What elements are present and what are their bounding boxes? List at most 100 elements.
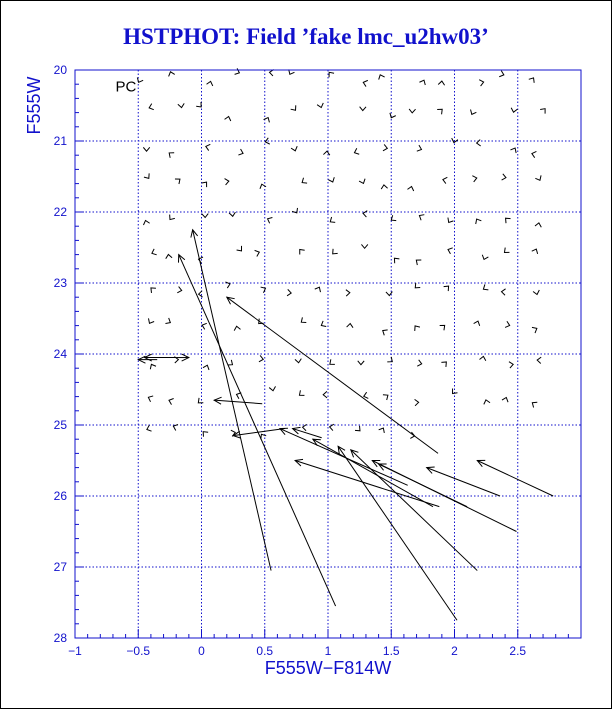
shift-vector: [337, 445, 458, 621]
shift-vector: [190, 228, 272, 571]
y-tick-label: 21: [54, 134, 68, 148]
field-glyph: [387, 356, 393, 363]
field-glyph: [393, 257, 400, 264]
field-glyph: [354, 425, 361, 432]
field-glyph: [201, 181, 208, 188]
field-glyph: [268, 386, 276, 392]
field-glyph: [263, 116, 270, 123]
x-tick-label: 0: [198, 644, 205, 658]
field-glyph: [363, 391, 369, 399]
y-tick-label: 28: [54, 631, 68, 645]
field-glyph: [510, 107, 518, 113]
field-glyph: [266, 217, 273, 224]
y-tick-label: 22: [54, 205, 68, 219]
field-glyph: [362, 210, 368, 218]
field-glyph: [225, 281, 231, 289]
field-glyph: [149, 363, 157, 370]
field-glyph: [286, 289, 292, 297]
field-glyph: [168, 398, 174, 405]
field-glyph: [470, 109, 477, 116]
shift-vector: [425, 466, 501, 497]
field-glyph: [437, 108, 443, 115]
field-glyph: [147, 395, 154, 403]
field-glyph: [504, 320, 511, 328]
field-glyph: [382, 329, 388, 336]
field-glyph: [357, 360, 365, 366]
field-glyph: [478, 79, 485, 87]
field-glyph: [416, 144, 423, 152]
field-glyph: [540, 108, 546, 114]
field-glyph: [224, 115, 232, 122]
field-glyph: [483, 399, 491, 405]
x-tick-label: 2.5: [509, 644, 526, 658]
field-glyph: [332, 248, 338, 255]
x-tick-label: −1: [68, 644, 82, 658]
field-glyph: [150, 287, 156, 293]
field-glyph: [414, 325, 421, 331]
shift-vector: [311, 438, 434, 508]
field-glyph: [314, 286, 321, 293]
field-glyph: [528, 77, 535, 83]
field-glyph: [531, 326, 538, 334]
shift-vector: [213, 396, 263, 405]
field-glyph: [531, 401, 538, 408]
field-glyph: [408, 108, 416, 114]
field-glyph: [151, 248, 157, 256]
field-glyph: [447, 247, 453, 255]
field-glyph: [291, 207, 298, 214]
field-glyph: [316, 102, 324, 109]
y-tick-label: 25: [54, 418, 68, 432]
field-glyph: [328, 71, 335, 78]
field-glyph: [294, 358, 302, 364]
field-glyph: [414, 398, 420, 407]
field-glyph: [136, 77, 144, 83]
field-glyph: [345, 289, 351, 297]
field-glyph: [142, 147, 151, 152]
field-glyph: [290, 105, 297, 111]
field-glyph: [148, 318, 155, 324]
field-glyph: [407, 185, 415, 192]
field-glyph: [346, 322, 354, 328]
field-glyph: [362, 79, 369, 87]
field-glyph: [505, 217, 511, 224]
field-glyph: [359, 106, 367, 112]
field-glyph: [143, 219, 150, 226]
shift-vector: [137, 355, 158, 364]
field-glyph: [169, 214, 175, 221]
field-glyph: [298, 390, 305, 396]
field-glyph: [165, 317, 172, 325]
field-glyph: [482, 284, 489, 291]
field-glyph: [228, 211, 236, 218]
field-glyph: [260, 433, 267, 440]
field-glyph: [328, 423, 335, 431]
field-glyph: [510, 147, 517, 154]
field-glyph: [323, 150, 331, 156]
field-glyph: [415, 259, 422, 266]
field-glyph: [380, 184, 388, 190]
field-glyph: [508, 361, 514, 369]
shift-vector: [291, 426, 322, 439]
field-glyph: [417, 359, 423, 367]
field-glyph: [196, 101, 202, 108]
field-glyph: [481, 254, 489, 261]
field-glyph: [227, 359, 234, 366]
field-glyph: [197, 290, 203, 298]
field-glyph: [224, 178, 230, 186]
field-glyph: [238, 148, 244, 156]
field-glyph: [201, 322, 207, 330]
field-glyph: [322, 391, 328, 399]
axis-ticks: −1 −0.5 0 0.5 1 1.5 2 2.5 20 21 22 23 24 25 26 27 28: [54, 63, 569, 658]
x-tick-label: 0.5: [256, 644, 273, 658]
field-glyph: [479, 355, 487, 361]
shift-vector: [476, 459, 554, 497]
field-glyph: [532, 289, 540, 296]
field-glyph: [531, 151, 537, 158]
field-glyph: [264, 137, 270, 145]
field-glyph: [535, 175, 542, 181]
grid-layer: [75, 70, 581, 638]
field-glyph: [202, 431, 209, 437]
field-glyph: [233, 325, 241, 331]
field-glyph: [437, 80, 446, 86]
field-glyph: [442, 176, 448, 184]
field-glyph: [174, 178, 181, 185]
